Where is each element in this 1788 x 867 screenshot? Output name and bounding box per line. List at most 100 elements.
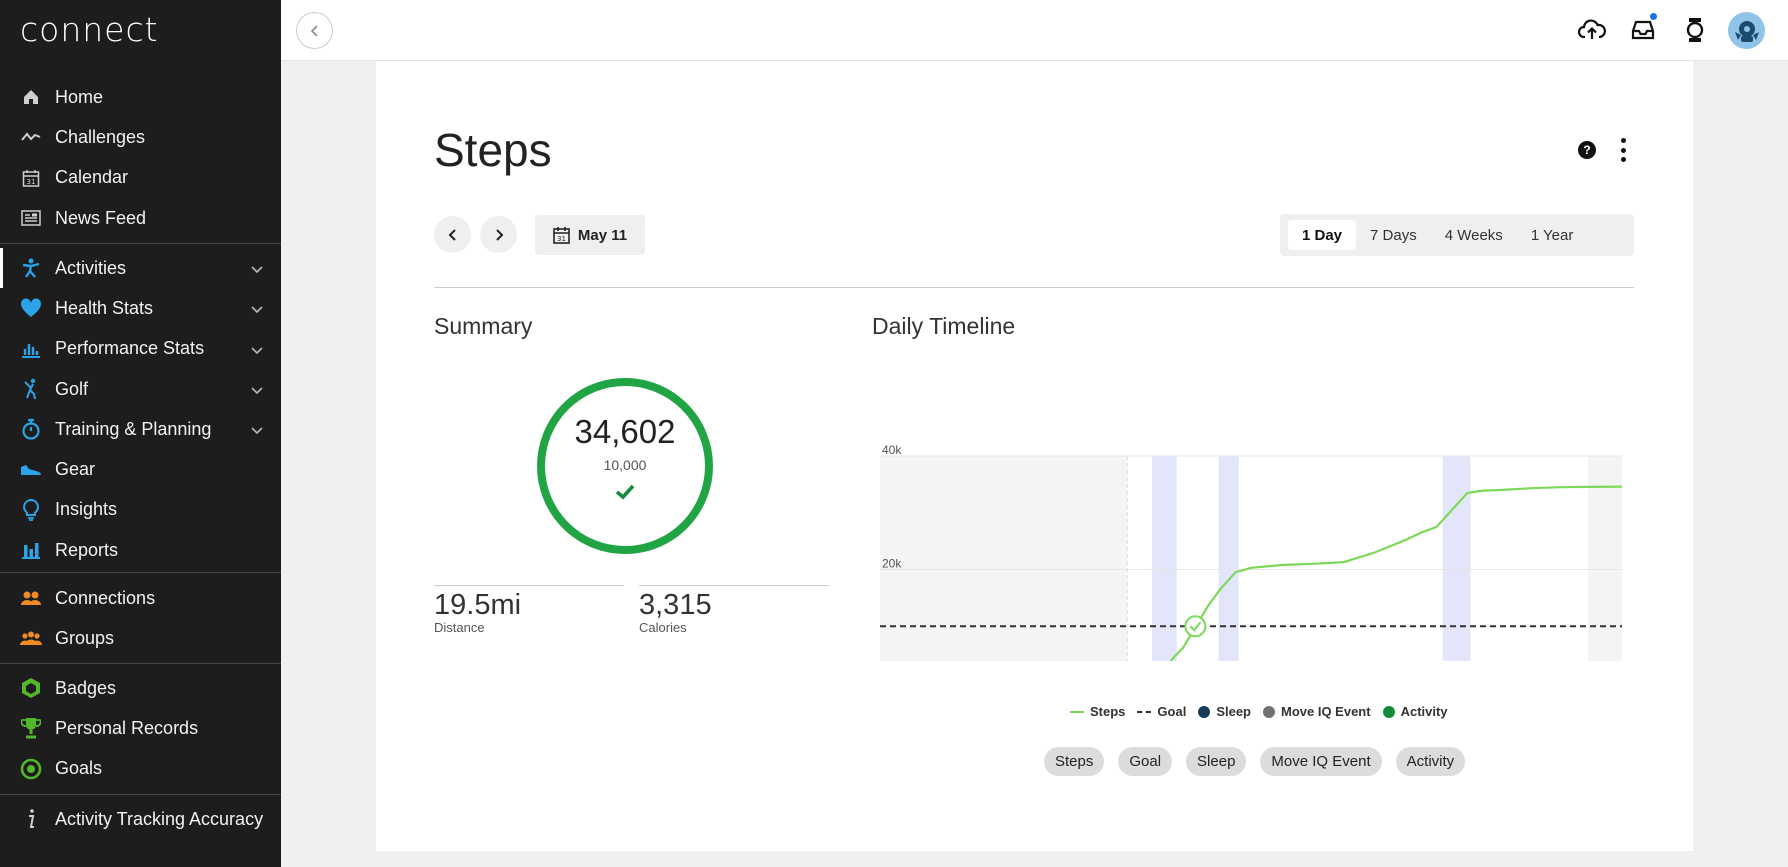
heart-icon (20, 297, 42, 319)
sidebar-item-label: Challenges (55, 126, 146, 147)
activities-icon (20, 257, 42, 279)
avatar-image (1734, 20, 1759, 42)
sidebar-item-health-stats[interactable]: Health Stats (0, 288, 281, 328)
chevron-left-icon (310, 24, 318, 37)
help-icon[interactable]: ? (1578, 141, 1596, 159)
sidebar-item-personal-records[interactable]: Personal Records (0, 708, 281, 748)
sidebar-item-activity-tracking-accuracy[interactable]: Activity Tracking Accuracy (0, 799, 281, 839)
next-day-button[interactable] (480, 216, 517, 253)
device-button[interactable] (1681, 16, 1709, 44)
filter-activity[interactable]: Activity (1395, 747, 1466, 776)
sidebar-item-badges[interactable]: Badges (0, 668, 281, 708)
sidebar-item-label: News Feed (55, 207, 147, 228)
reports-icon (20, 539, 42, 561)
inbox-button[interactable] (1629, 13, 1657, 44)
goal-reached-check-icon (1189, 621, 1202, 632)
chart-legend: Steps Goal Sleep Move IQ Event Activity (1070, 704, 1448, 719)
sidebar-item-label: Activity Tracking Accuracy (55, 808, 264, 829)
calories-stat: 3,315 Calories (639, 585, 829, 635)
sidebar-item-label: Activities (55, 257, 127, 278)
connect-logo[interactable]: connect (20, 10, 159, 49)
sidebar: connect Home Challenges 31 Calendar News Fee… (0, 0, 281, 867)
tab-7-days[interactable]: 7 Days (1370, 226, 1417, 244)
sidebar-item-reports[interactable]: Reports (0, 530, 281, 570)
notification-dot (1650, 13, 1657, 20)
sidebar-item-connections[interactable]: Connections (0, 578, 281, 618)
chart-filters: Steps Goal Sleep Move IQ Event Activity (1044, 747, 1466, 776)
tab-1-year[interactable]: 1 Year (1530, 226, 1574, 244)
lightbulb-icon (20, 498, 42, 521)
nav-group-social: Connections Groups (0, 578, 281, 659)
previous-day-button[interactable] (434, 216, 471, 253)
sidebar-item-label: Training & Planning (55, 418, 212, 439)
avatar[interactable] (1728, 12, 1765, 49)
chevron-right-icon (495, 228, 503, 241)
news-feed-icon (20, 207, 42, 229)
filter-goal[interactable]: Goal (1118, 747, 1173, 776)
sidebar-item-label: Home (55, 86, 104, 107)
chevron-down-icon[interactable] (251, 422, 263, 440)
sidebar-item-label: Groups (55, 627, 115, 648)
sidebar-item-label: Gear (55, 459, 96, 480)
chevron-down-icon[interactable] (251, 342, 263, 360)
more-options-icon[interactable] (1617, 138, 1629, 162)
home-icon (20, 86, 42, 108)
watch-icon (1686, 18, 1704, 42)
page-title: Steps (434, 124, 552, 176)
filter-sleep[interactable]: Sleep (1186, 747, 1247, 776)
sidebar-item-label: Connections (55, 587, 156, 608)
sidebar-item-label: Golf (55, 378, 89, 399)
activity-band-0 (1152, 456, 1177, 661)
challenges-icon (20, 126, 42, 148)
sidebar-item-challenges[interactable]: Challenges (0, 117, 281, 157)
groups-icon (20, 627, 42, 649)
nav-group-info: Activity Tracking Accuracy (0, 799, 281, 839)
selected-date: May 11 (577, 226, 628, 244)
daily-timeline-chart: 020k40k12a6a12p6p12a (880, 443, 1623, 661)
sidebar-item-activities[interactable]: Activities (0, 248, 281, 289)
goal-met-check-icon (614, 483, 636, 506)
sidebar-divider (0, 663, 281, 664)
summary-title: Summary (434, 313, 533, 339)
tab-4-weeks[interactable]: 4 Weeks (1444, 226, 1503, 244)
steps-total: 34,602 (574, 413, 676, 450)
distance-stat: 19.5mi Distance (434, 585, 624, 635)
tab-1-day[interactable]: 1 Day (1288, 220, 1357, 250)
chevron-down-icon[interactable] (251, 382, 263, 400)
filter-move-iq[interactable]: Move IQ Event (1260, 747, 1382, 776)
nav-group-stats: Activities Health Stats Performance Stats G… (0, 248, 281, 570)
daily-timeline-title: Daily Timeline (872, 313, 1016, 339)
filter-steps[interactable]: Steps (1044, 747, 1105, 776)
sidebar-item-calendar[interactable]: 31 Calendar (0, 158, 281, 198)
date-picker-button[interactable]: 31 May 11 (535, 215, 645, 255)
upload-button[interactable] (1578, 16, 1606, 44)
sidebar-item-golf[interactable]: Golf (0, 369, 281, 409)
sidebar-item-home[interactable]: Home (0, 77, 281, 117)
shoe-icon (20, 459, 42, 481)
golf-icon (20, 378, 42, 400)
badge-icon (20, 677, 42, 699)
nav-group-main: Home Challenges 31 Calendar News Feed (0, 77, 281, 238)
trophy-icon (20, 717, 42, 739)
collapse-sidebar-button[interactable] (296, 12, 333, 49)
sidebar-item-news-feed[interactable]: News Feed (0, 198, 281, 238)
sidebar-item-gear[interactable]: Gear (0, 449, 281, 489)
sidebar-item-training-planning[interactable]: Training & Planning (0, 409, 281, 449)
legend-steps: Steps (1070, 704, 1125, 719)
target-icon (20, 758, 42, 780)
chevron-down-icon[interactable] (251, 301, 263, 319)
steps-card: Steps ? 31 May 11 1 Day 7 Days 4 Weeks 1… (376, 61, 1693, 851)
stopwatch-icon (20, 418, 42, 440)
sidebar-item-label: Calendar (55, 167, 129, 188)
sidebar-divider (0, 794, 281, 795)
steps-series-line (1169, 485, 1623, 661)
chevron-left-icon (448, 228, 456, 241)
sidebar-item-insights[interactable]: Insights (0, 490, 281, 530)
sidebar-item-groups[interactable]: Groups (0, 618, 281, 658)
info-icon (20, 808, 42, 830)
chevron-down-icon[interactable] (251, 261, 263, 279)
sidebar-item-performance-stats[interactable]: Performance Stats (0, 329, 281, 369)
calories-label: Calories (639, 620, 687, 635)
sidebar-item-goals[interactable]: Goals (0, 749, 281, 789)
steps-goal: 10,000 (603, 457, 647, 473)
